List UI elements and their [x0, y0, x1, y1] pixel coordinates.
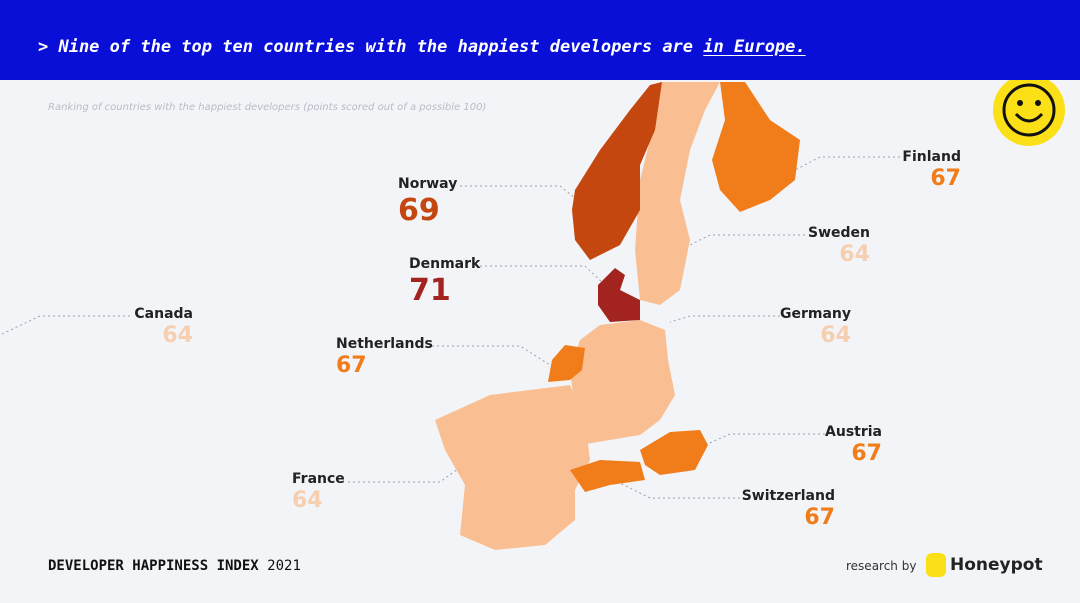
country-shape [572, 82, 662, 260]
brand: Honeypot [950, 555, 1043, 575]
country-score: 64 [839, 242, 870, 267]
country-score: 64 [162, 323, 193, 348]
leader-line [689, 234, 805, 246]
country-score: 64 [292, 488, 323, 513]
country-name: Canada [134, 306, 193, 322]
country-score: 71 [409, 273, 451, 308]
country-shape [712, 82, 800, 212]
leader-line [432, 345, 551, 366]
country-name: Netherlands [336, 336, 433, 352]
country-shape [635, 82, 720, 305]
headline-text: > Nine of the top ten countries with the… [38, 37, 694, 57]
leader-line [669, 315, 780, 323]
countries [435, 82, 800, 550]
country-shape [598, 268, 640, 322]
honeypot-logo [926, 553, 946, 577]
country-name: France [292, 471, 345, 487]
country-score: 69 [398, 193, 440, 228]
leader-line [480, 265, 606, 286]
country-score: 67 [336, 353, 367, 378]
country-score: 64 [820, 323, 851, 348]
leader-line [619, 482, 740, 499]
subtitle: Ranking of countries with the happiest d… [48, 102, 487, 113]
country-name: Austria [825, 424, 882, 440]
leader-line [460, 185, 591, 211]
country-name: Norway [398, 176, 458, 192]
index-year: 2021 [267, 558, 301, 574]
leader-line [0, 315, 130, 336]
country-name: Denmark [409, 256, 481, 272]
country-score: 67 [851, 441, 882, 466]
footer-index: DEVELOPER HAPPINESS INDEX 2021 [48, 558, 301, 574]
country-name: Finland [902, 149, 961, 165]
country-name: Germany [779, 306, 851, 322]
index-name: DEVELOPER HAPPINESS INDEX [48, 558, 259, 574]
country-shape [570, 460, 645, 492]
country-score: 67 [930, 166, 961, 191]
country-shape [548, 345, 585, 382]
leader-lines [0, 156, 900, 499]
headline-link[interactable]: in Europe. [703, 37, 806, 57]
headline: > Nine of the top ten countries with the… [0, 0, 1080, 80]
country-score: 67 [804, 505, 835, 530]
research-by: research by [846, 559, 917, 573]
leader-line [704, 433, 825, 446]
country-name: Sweden [808, 225, 870, 241]
leader-line [794, 156, 900, 171]
country-shape [435, 385, 590, 550]
smiley-icon [993, 74, 1065, 146]
country-shape [570, 320, 675, 445]
leader-line [348, 459, 471, 483]
country-name: Switzerland [741, 488, 835, 504]
country-shape [640, 430, 708, 475]
